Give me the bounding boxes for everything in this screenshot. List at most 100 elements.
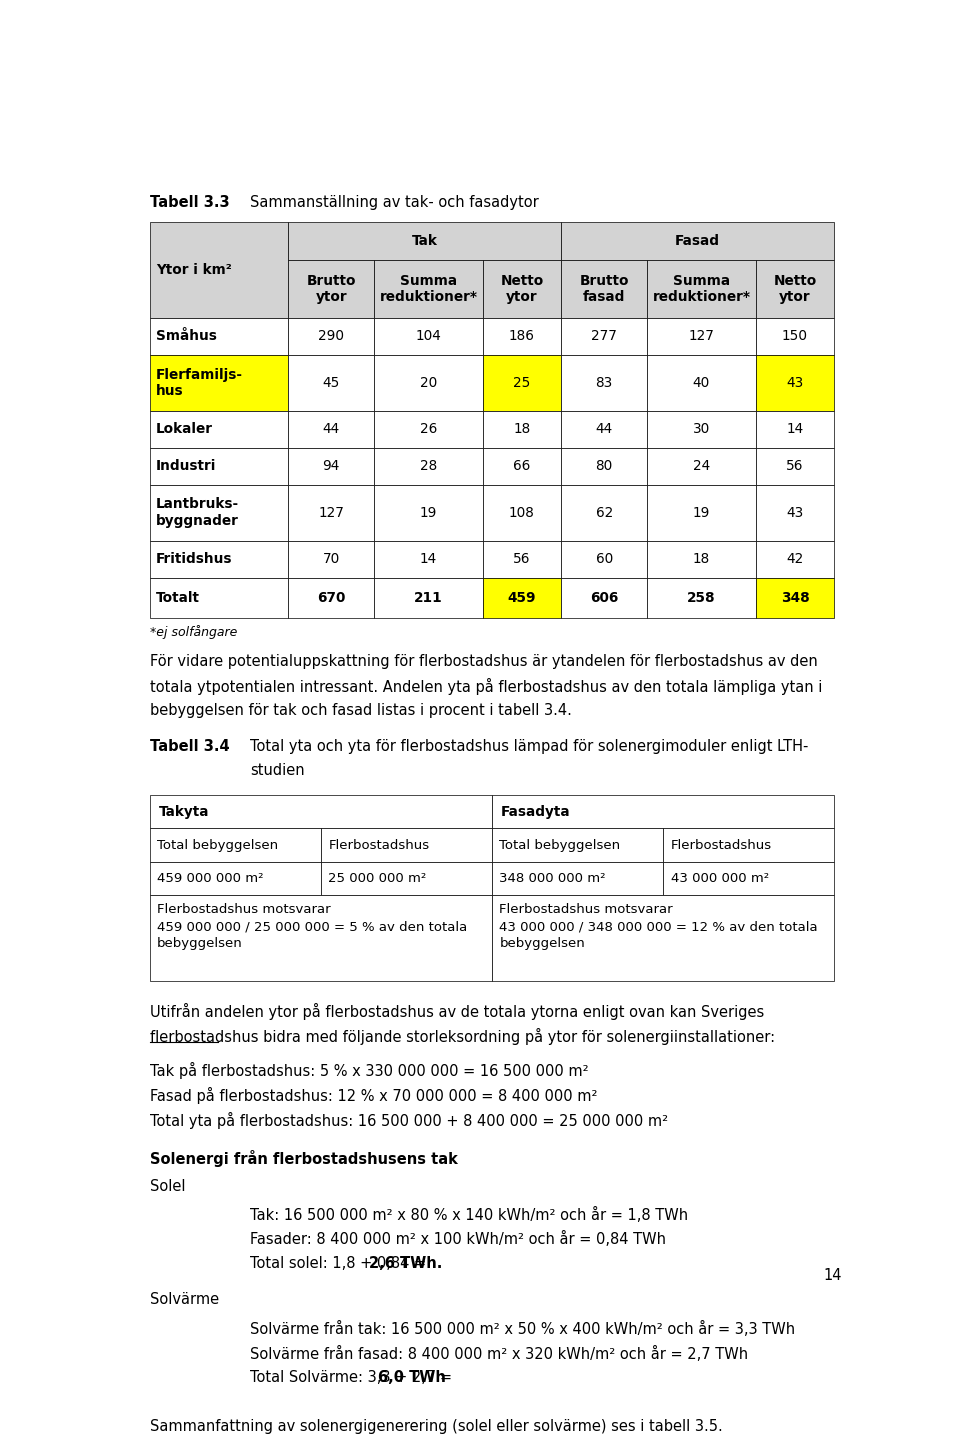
Bar	[483, 318, 562, 355]
Text: *ej solfångare: *ej solfångare	[150, 625, 237, 638]
Bar	[150, 795, 492, 829]
Bar	[374, 355, 483, 410]
Text: Total bebyggelsen: Total bebyggelsen	[157, 839, 278, 852]
Text: 186: 186	[509, 329, 535, 343]
Bar	[288, 318, 374, 355]
Text: 6,0 TWh: 6,0 TWh	[378, 1370, 446, 1386]
Text: 104: 104	[416, 329, 442, 343]
Text: Flerbostadshus motsvarar
459 000 000 / 25 000 000 = 5 % av den totala
bebyggelse: Flerbostadshus motsvarar 459 000 000 / 2…	[157, 903, 468, 951]
Text: Totalt: Totalt	[156, 590, 200, 605]
Text: Flerfamiljs-
hus: Flerfamiljs- hus	[156, 368, 243, 398]
Text: Solel: Solel	[150, 1179, 185, 1194]
Text: 211: 211	[414, 590, 443, 605]
Text: För vidare potentialuppskattning för flerbostadshus är ytandelen för flerbostads: För vidare potentialuppskattning för fle…	[150, 654, 818, 669]
Text: Brutto
ytor: Brutto ytor	[306, 273, 356, 304]
Bar	[562, 448, 647, 484]
Bar	[492, 829, 663, 862]
Text: Summa
reduktioner*: Summa reduktioner*	[653, 273, 751, 304]
Text: 30: 30	[693, 422, 710, 436]
Text: Flerbostadshus: Flerbostadshus	[328, 839, 429, 852]
Bar	[483, 577, 562, 618]
Bar	[756, 484, 834, 541]
Bar	[483, 260, 562, 318]
Bar	[288, 541, 374, 577]
Bar	[150, 410, 288, 448]
Text: Summa
reduktioner*: Summa reduktioner*	[379, 273, 477, 304]
Bar	[562, 221, 834, 260]
Bar	[562, 318, 647, 355]
Text: Solenergi från flerbostadshusens tak: Solenergi från flerbostadshusens tak	[150, 1150, 458, 1166]
Text: 70: 70	[323, 553, 340, 566]
Text: Takyta: Takyta	[158, 804, 209, 819]
Bar	[492, 896, 834, 980]
Text: 45: 45	[323, 375, 340, 390]
Bar	[288, 577, 374, 618]
Text: Tabell 3.3: Tabell 3.3	[150, 195, 229, 209]
Text: 56: 56	[514, 553, 531, 566]
Text: Solvärme: Solvärme	[150, 1291, 219, 1307]
Text: 150: 150	[782, 329, 808, 343]
Text: Tak: Tak	[412, 234, 438, 247]
Text: Industri: Industri	[156, 459, 216, 473]
Text: Sammanställning av tak- och fasadytor: Sammanställning av tak- och fasadytor	[251, 195, 539, 209]
Text: 459: 459	[508, 590, 537, 605]
Bar	[647, 484, 756, 541]
Text: 19: 19	[420, 506, 437, 519]
Text: 14: 14	[823, 1268, 842, 1282]
Text: flerbostadshus bidra med följande storleksordning på ytor för solenergiinstallat: flerbostadshus bidra med följande storle…	[150, 1028, 775, 1044]
Text: studien: studien	[251, 763, 305, 778]
Text: Utifrån andelen ytor på flerbostadshus av de totala ytorna enligt ovan kan Sveri: Utifrån andelen ytor på flerbostadshus a…	[150, 1003, 764, 1021]
Bar	[374, 260, 483, 318]
Bar	[483, 355, 562, 410]
Bar	[562, 260, 647, 318]
Bar	[150, 355, 288, 410]
Text: 60: 60	[595, 553, 612, 566]
Bar	[647, 355, 756, 410]
Text: 62: 62	[595, 506, 612, 519]
Text: 348 000 000 m²: 348 000 000 m²	[499, 872, 606, 885]
Bar	[150, 221, 288, 318]
Text: Total bebyggelsen: Total bebyggelsen	[499, 839, 620, 852]
Bar	[647, 410, 756, 448]
Text: Flerbostadshus: Flerbostadshus	[670, 839, 772, 852]
Text: Ytor i km²: Ytor i km²	[156, 263, 231, 276]
Bar	[756, 448, 834, 484]
Text: 348: 348	[780, 590, 809, 605]
Text: Netto
ytor: Netto ytor	[774, 273, 817, 304]
Text: Netto
ytor: Netto ytor	[500, 273, 543, 304]
Text: bebyggelsen för tak och fasad listas i procent i tabell 3.4.: bebyggelsen för tak och fasad listas i p…	[150, 702, 571, 718]
Text: Solvärme från fasad: 8 400 000 m² x 320 kWh/m² och år = 2,7 TWh: Solvärme från fasad: 8 400 000 m² x 320 …	[251, 1345, 749, 1361]
Text: 127: 127	[688, 329, 714, 343]
Text: Tabell 3.4: Tabell 3.4	[150, 739, 229, 753]
Text: 670: 670	[317, 590, 346, 605]
Bar	[374, 577, 483, 618]
Bar	[150, 541, 288, 577]
Bar	[288, 260, 374, 318]
Text: Fritidshus: Fritidshus	[156, 553, 232, 566]
Bar	[374, 541, 483, 577]
Text: totala ytpotentialen intressant. Andelen yta på flerbostadshus av den totala läm: totala ytpotentialen intressant. Andelen…	[150, 678, 822, 695]
Text: 43: 43	[786, 375, 804, 390]
Text: 66: 66	[514, 459, 531, 473]
Bar	[150, 862, 321, 896]
Bar	[150, 896, 492, 980]
Bar	[756, 318, 834, 355]
Bar	[647, 541, 756, 577]
Bar	[663, 862, 834, 896]
Bar	[756, 541, 834, 577]
Bar	[483, 410, 562, 448]
Text: Lantbruks-
byggnader: Lantbruks- byggnader	[156, 497, 239, 528]
Text: Småhus: Småhus	[156, 329, 217, 343]
Text: 26: 26	[420, 422, 437, 436]
Bar	[483, 541, 562, 577]
Text: 108: 108	[509, 506, 535, 519]
Text: Total yta och yta för flerbostadshus lämpad för solenergimoduler enligt LTH-: Total yta och yta för flerbostadshus läm…	[251, 739, 808, 753]
Bar	[374, 410, 483, 448]
Bar	[321, 829, 492, 862]
Text: Flerbostadshus motsvarar
43 000 000 / 348 000 000 = 12 % av den totala
bebyggels: Flerbostadshus motsvarar 43 000 000 / 34…	[499, 903, 818, 951]
Bar	[663, 829, 834, 862]
Bar	[756, 260, 834, 318]
Text: 18: 18	[693, 553, 710, 566]
Text: 14: 14	[786, 422, 804, 436]
Bar	[647, 318, 756, 355]
